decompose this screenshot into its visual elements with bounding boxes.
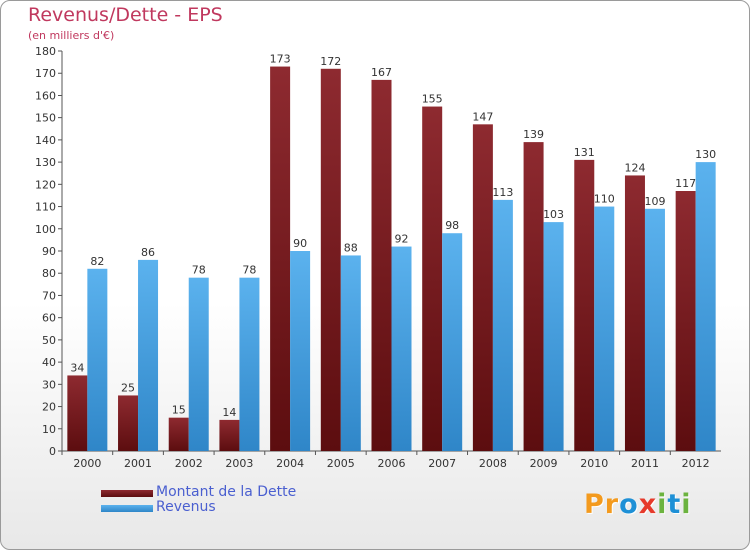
x-tick-label: 2004 xyxy=(276,457,304,470)
bar-revenus xyxy=(492,199,513,451)
data-label: 34 xyxy=(70,361,84,374)
x-tick-label: 2009 xyxy=(530,457,558,470)
bar-debt xyxy=(472,124,493,451)
legend-label-revenus: Revenus xyxy=(156,499,216,515)
bar-debt xyxy=(371,79,392,451)
bar-debt xyxy=(523,142,544,451)
bar-debt xyxy=(118,395,139,451)
bar-revenus xyxy=(594,206,615,451)
data-label: 173 xyxy=(270,53,291,66)
y-tick-label: 30 xyxy=(42,378,56,391)
legend-label-debt: Montant de la Dette xyxy=(156,484,297,500)
bar-debt xyxy=(67,375,88,451)
y-tick-label: 80 xyxy=(42,267,56,280)
y-axis: 0 10 20 30 40 50 60 70 80 90 100 110 120 130 140 150 160… xyxy=(35,45,63,458)
proxiti-logo: Proxiti xyxy=(584,489,692,520)
bar-revenus xyxy=(239,277,260,451)
data-label: 147 xyxy=(472,110,493,123)
bar-revenus xyxy=(442,233,463,451)
x-tick-label: 2008 xyxy=(479,457,507,470)
x-tick-label: 2010 xyxy=(580,457,608,470)
y-tick-label: 20 xyxy=(42,401,56,414)
data-label: 14 xyxy=(222,406,236,419)
data-label: 78 xyxy=(242,264,256,277)
data-label: 110 xyxy=(594,193,615,206)
bar-debt xyxy=(168,417,189,451)
x-tick-label: 2002 xyxy=(175,457,203,470)
y-tick-label: 90 xyxy=(42,245,56,258)
x-tick-label: 2000 xyxy=(73,457,101,470)
bar-debt xyxy=(219,419,240,451)
y-tick-label: 60 xyxy=(42,312,56,325)
data-label: 113 xyxy=(492,186,513,199)
bar-revenus xyxy=(87,268,108,451)
data-label: 15 xyxy=(172,404,186,417)
x-tick-label: 2003 xyxy=(225,457,253,470)
bar-revenus xyxy=(340,255,361,451)
data-label: 90 xyxy=(293,237,307,250)
data-label: 124 xyxy=(624,161,645,174)
y-tick-label: 170 xyxy=(35,67,56,80)
data-label: 92 xyxy=(395,233,409,246)
bar-debt xyxy=(574,159,595,451)
bar-debt xyxy=(270,66,291,452)
y-tick-label: 10 xyxy=(42,423,56,436)
bar-debt xyxy=(624,175,645,451)
data-label: 88 xyxy=(344,241,358,254)
y-tick-label: 70 xyxy=(42,289,56,302)
y-tick-label: 180 xyxy=(35,45,56,58)
bar-debt xyxy=(675,191,696,451)
y-tick-label: 150 xyxy=(35,112,56,125)
x-tick-label: 2012 xyxy=(682,457,710,470)
data-label: 82 xyxy=(90,255,104,268)
bar-debt xyxy=(422,106,443,452)
y-tick-label: 160 xyxy=(35,89,56,102)
bar-revenus xyxy=(391,246,412,451)
x-tick-label: 2005 xyxy=(327,457,355,470)
y-tick-label: 120 xyxy=(35,178,56,191)
legend-swatch-revenus xyxy=(101,505,153,512)
y-tick-label: 130 xyxy=(35,156,56,169)
y-tick-label: 110 xyxy=(35,201,56,214)
x-tick-label: 2011 xyxy=(631,457,659,470)
y-tick-label: 140 xyxy=(35,134,56,147)
legend-swatch-debt xyxy=(101,490,153,497)
data-label: 109 xyxy=(644,195,665,208)
y-tick-label: 0 xyxy=(49,445,56,458)
bar-debt xyxy=(320,68,341,452)
data-labels: 34 25 15 14 173 172 167 155 147 139 131 124 117 82 86 7… xyxy=(70,53,716,419)
chart-subtitle: (en milliers d'€) xyxy=(28,29,115,42)
data-label: 131 xyxy=(574,146,595,159)
data-label: 103 xyxy=(543,208,564,221)
data-label: 117 xyxy=(675,177,696,190)
y-tick-label: 100 xyxy=(35,223,56,236)
x-tick-label: 2006 xyxy=(378,457,406,470)
data-label: 130 xyxy=(695,148,716,161)
data-label: 155 xyxy=(422,93,443,106)
chart-title: Revenus/Dette - EPS xyxy=(28,4,223,26)
data-label: 167 xyxy=(371,66,392,79)
bar-revenus xyxy=(695,162,716,451)
x-tick-label: 2001 xyxy=(124,457,152,470)
data-label: 98 xyxy=(445,219,459,232)
data-label: 78 xyxy=(192,264,206,277)
data-label: 25 xyxy=(121,381,135,394)
data-label: 172 xyxy=(320,55,341,68)
bar-revenus xyxy=(188,277,209,451)
bar-revenus xyxy=(290,251,311,451)
x-axis: 2000 2001 2002 2003 2004 2005 2006 2007 2008 2009… xyxy=(61,450,721,470)
x-tick-label: 2007 xyxy=(428,457,456,470)
bars xyxy=(67,66,716,452)
bar-revenus xyxy=(644,208,665,451)
y-tick-label: 50 xyxy=(42,334,56,347)
y-tick-label: 40 xyxy=(42,356,56,369)
bar-revenus xyxy=(543,222,564,451)
bar-revenus xyxy=(138,259,159,451)
data-label: 86 xyxy=(141,246,155,259)
data-label: 139 xyxy=(523,128,544,141)
